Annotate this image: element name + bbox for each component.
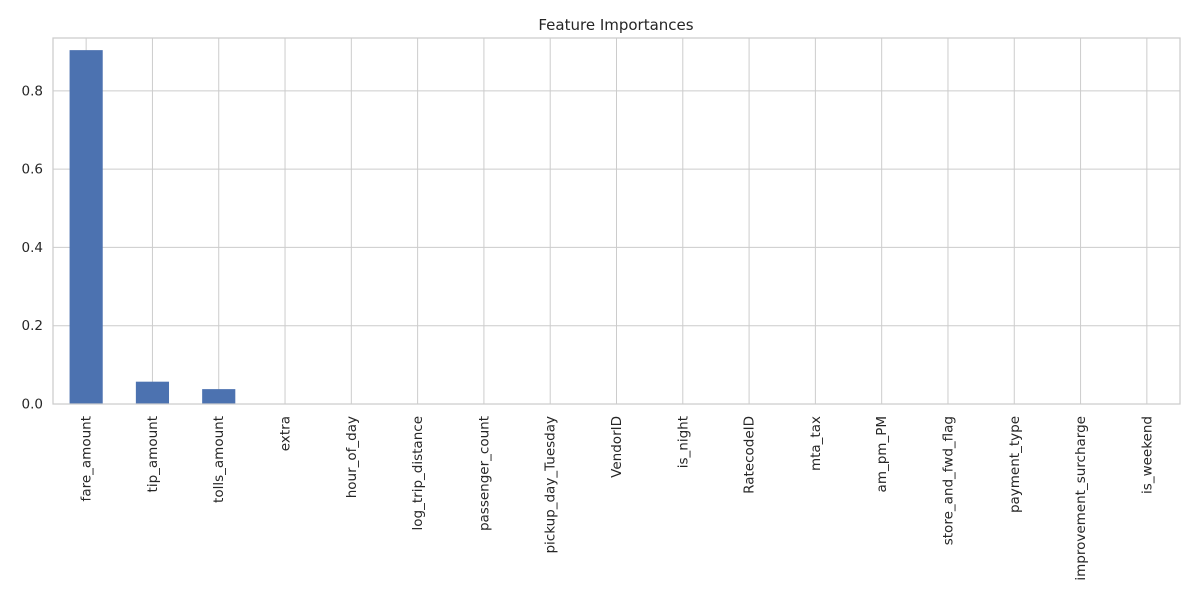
y-axis-tick-labels: 0.0 0.2 0.4 0.6 0.8 <box>22 83 43 412</box>
y-tick-label: 0.4 <box>22 240 43 256</box>
x-tick-label: VendorID <box>609 416 625 478</box>
x-tick-label: tip_amount <box>145 416 161 492</box>
x-tick-label: is_night <box>675 416 691 468</box>
bars <box>69 50 899 404</box>
x-tick-label: log_trip_distance <box>410 416 426 530</box>
y-tick-label: 0.8 <box>22 83 43 99</box>
x-tick-label: RatecodeID <box>742 416 758 494</box>
x-tick-label: passenger_count <box>476 416 492 531</box>
x-tick-label: hour_of_day <box>344 416 360 498</box>
y-tick-label: 0.0 <box>22 397 43 413</box>
x-tick-label: fare_amount <box>79 416 95 501</box>
chart-title: Feature Importances <box>538 16 693 34</box>
x-tick-label: tolls_amount <box>211 416 227 503</box>
grid-lines <box>53 38 1180 405</box>
y-tick-label: 0.2 <box>22 318 43 334</box>
x-tick-label: extra <box>278 416 294 451</box>
x-tick-label: is_weekend <box>1139 416 1155 494</box>
plot-frame <box>52 37 1181 405</box>
x-tick-label: pickup_day_Tuesday <box>543 416 559 554</box>
bar-tip-amount <box>135 381 170 404</box>
bar-fare-amount <box>69 50 103 404</box>
x-tick-label: am_pm_PM <box>874 416 890 492</box>
x-tick-label: store_and_fwd_flag <box>940 416 956 545</box>
x-tick-label: payment_type <box>1007 416 1023 513</box>
x-tick-label: mta_tax <box>808 416 824 471</box>
bar-tolls-amount <box>202 389 236 404</box>
x-axis-tick-labels: fare_amount tip_amount tolls_amount extra ho… <box>79 416 1156 581</box>
y-tick-label: 0.6 <box>22 162 43 178</box>
x-tick-label: improvement_surcharge <box>1073 416 1089 581</box>
